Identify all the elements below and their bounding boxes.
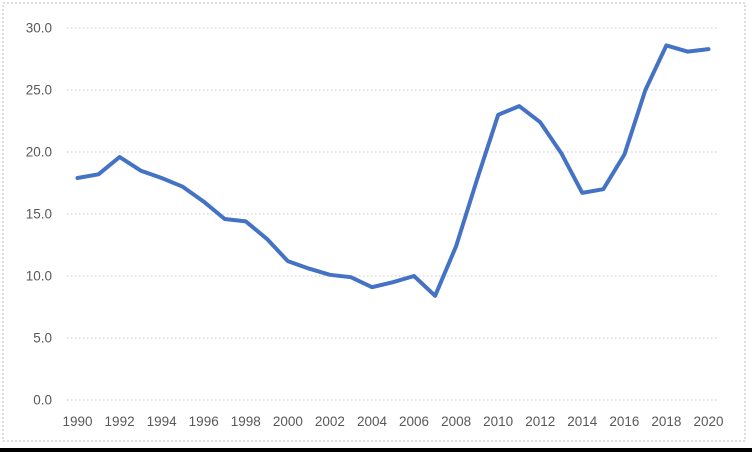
x-tick-label: 1998 — [231, 414, 261, 429]
y-tick-label: 5.0 — [33, 331, 52, 346]
x-tick-label: 1992 — [105, 414, 135, 429]
y-tick-label: 30.0 — [26, 21, 52, 36]
x-tick-label: 2002 — [315, 414, 345, 429]
bottom-border-bar — [0, 448, 752, 452]
x-tick-label: 2006 — [399, 414, 429, 429]
x-tick-label: 2004 — [357, 414, 388, 429]
x-tick-label: 2012 — [525, 414, 555, 429]
x-tick-label: 2008 — [441, 414, 471, 429]
x-tick-label: 2018 — [651, 414, 681, 429]
y-tick-label: 25.0 — [26, 83, 52, 98]
y-tick-label: 0.0 — [33, 393, 52, 408]
x-tick-label: 2010 — [483, 414, 513, 429]
data-series-line — [75, 43, 711, 298]
y-tick-label: 10.0 — [26, 269, 52, 284]
y-tick-label: 20.0 — [26, 145, 52, 160]
y-tick-label: 15.0 — [26, 207, 52, 222]
chart-border — [2, 2, 746, 442]
x-tick-label: 2014 — [567, 414, 598, 429]
x-tick-label: 2016 — [609, 414, 639, 429]
x-tick-label: 1996 — [189, 414, 219, 429]
x-tick-label: 1994 — [147, 414, 178, 429]
x-tick-label: 2000 — [273, 414, 303, 429]
x-tick-label: 2020 — [693, 414, 723, 429]
x-tick-label: 1990 — [62, 414, 92, 429]
